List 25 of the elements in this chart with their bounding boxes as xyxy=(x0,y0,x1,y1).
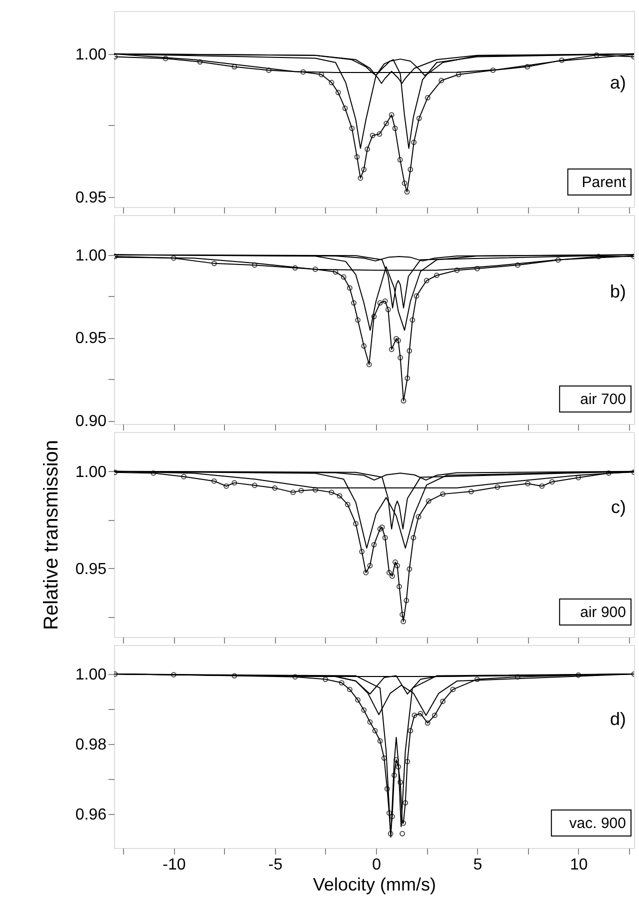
annotation: a) xyxy=(610,72,626,93)
annotation: air 900 xyxy=(580,604,626,621)
annotation: vac. 900 xyxy=(569,815,626,832)
y-tick-label: 0.96 xyxy=(75,806,107,824)
x-tick-label: 5 xyxy=(473,856,482,874)
y-tick-label: 1.00 xyxy=(75,247,107,264)
y-tick-label: 1.00 xyxy=(75,464,107,481)
y-tick-label: 0.95 xyxy=(75,330,107,348)
annotation: c) xyxy=(611,496,626,517)
y-axis-title: Relative transmission xyxy=(40,440,62,630)
y-tick-label: 0.95 xyxy=(75,189,107,206)
annotation: Parent xyxy=(582,174,627,191)
y-tick-label: 0.90 xyxy=(75,413,107,430)
annotation: b) xyxy=(610,281,626,302)
x-tick-label: -10 xyxy=(162,856,186,874)
y-tick-label: 0.98 xyxy=(75,736,107,754)
y-tick-label: 1.00 xyxy=(75,666,107,684)
annotation: d) xyxy=(610,709,626,730)
y-tick-label: 0.95 xyxy=(75,560,107,578)
x-axis-title: Velocity (mm/s) xyxy=(312,874,436,894)
annotation: air 700 xyxy=(580,391,626,408)
x-tick-label: 10 xyxy=(570,856,588,874)
x-tick-label: 0 xyxy=(372,856,382,874)
y-tick-label: 1.00 xyxy=(75,46,107,64)
x-tick-label: -5 xyxy=(268,856,283,874)
